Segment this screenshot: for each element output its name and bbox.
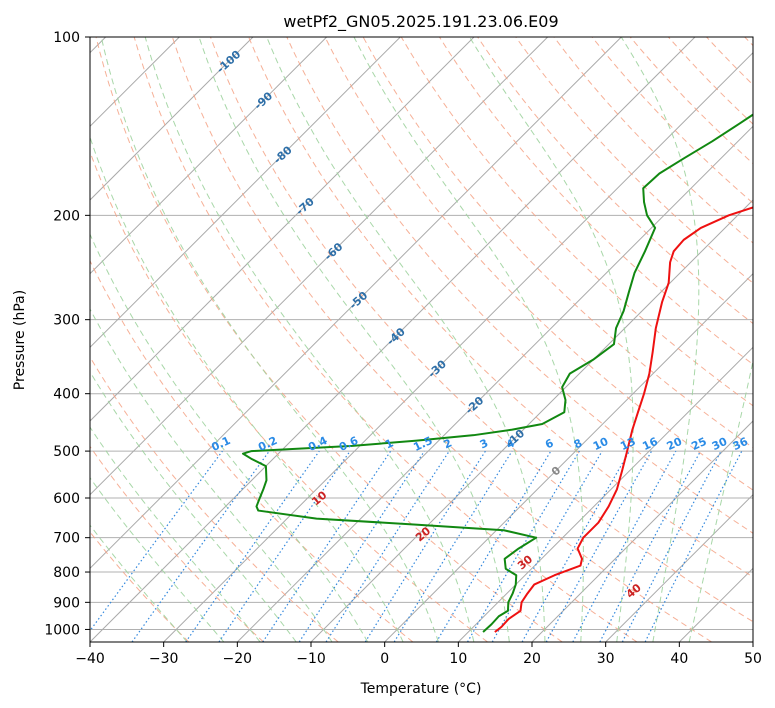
mixing-ratio-line bbox=[644, 450, 743, 642]
dry-adiabat-line bbox=[515, 37, 753, 284]
dry-adiabat-line bbox=[90, 259, 414, 642]
y-tick-label: 500 bbox=[53, 444, 80, 460]
isotherm-line bbox=[90, 37, 254, 201]
y-tick-label: 900 bbox=[53, 595, 80, 611]
isotherm-line bbox=[236, 125, 753, 642]
dry-adiabat-line bbox=[90, 445, 264, 642]
dry-adiabat-line bbox=[248, 37, 753, 578]
x-tick-label: 10 bbox=[449, 651, 467, 667]
dewpoint-profile-line bbox=[241, 113, 753, 633]
isotherm-line bbox=[90, 37, 549, 496]
y-tick-label: 600 bbox=[53, 491, 80, 507]
mixing-ratio-line bbox=[325, 450, 450, 642]
mixing-ratio-line bbox=[131, 450, 270, 642]
moist-adiabat-line bbox=[353, 37, 584, 642]
dry-adiabat-line bbox=[477, 37, 753, 325]
y-tick-label: 400 bbox=[53, 387, 80, 403]
mixing-ratio-label: 20 bbox=[665, 435, 685, 453]
x-tick-label: −20 bbox=[223, 651, 253, 667]
moist-adiabat-line bbox=[100, 37, 439, 642]
mixing-ratio-line bbox=[298, 450, 425, 642]
x-tick-label: −10 bbox=[296, 651, 326, 667]
mixing-ratio-lines bbox=[90, 450, 743, 642]
mixing-ratio-line bbox=[521, 450, 631, 642]
mixing-ratio-line bbox=[572, 450, 677, 642]
dry-adiabat-line bbox=[629, 37, 753, 165]
moist-adiabat-line bbox=[90, 135, 404, 642]
mixing-ratio-line bbox=[262, 450, 392, 642]
moist-adiabat-line bbox=[688, 358, 753, 642]
y-tick-label: 1000 bbox=[44, 622, 80, 638]
plot-frame bbox=[89, 36, 754, 643]
y-tick-label: 300 bbox=[53, 313, 80, 329]
x-axis-title: Temperature (°C) bbox=[360, 681, 482, 697]
isotherm-line bbox=[90, 37, 475, 422]
mixing-ratio-label: 13 bbox=[618, 435, 637, 453]
moist-adiabat-lines bbox=[90, 37, 753, 642]
moist-adiabat-line bbox=[198, 37, 510, 642]
moist-adiabat-line bbox=[90, 370, 297, 642]
mixing-ratio-label: 16 bbox=[640, 435, 660, 453]
mixing-ratio-label: 30 bbox=[710, 435, 730, 453]
y-tick-label: 200 bbox=[53, 208, 80, 224]
mixing-ratio-line bbox=[545, 450, 653, 642]
dry-adiabat-line bbox=[591, 37, 753, 204]
y-tick-label: 100 bbox=[53, 30, 80, 46]
isotherm-line bbox=[384, 272, 753, 642]
y-axis-ticks: 100 200 300 400 500 600 700 800 900 1000 bbox=[44, 30, 90, 638]
dry-adiabat-line bbox=[400, 37, 753, 407]
mixing-ratio-line bbox=[218, 450, 351, 642]
y-tick-label: 700 bbox=[53, 531, 80, 547]
isotherm-line bbox=[163, 51, 753, 642]
x-tick-label: 40 bbox=[670, 651, 688, 667]
profile-lines bbox=[241, 113, 753, 633]
x-tick-label: −30 bbox=[149, 651, 179, 667]
isotherm-lines bbox=[90, 37, 753, 642]
mixing-ratio-line bbox=[185, 450, 320, 642]
chart-title: wetPf2_GN05.2025.191.23.06.E09 bbox=[283, 12, 558, 32]
mixing-ratio-label: 10 bbox=[591, 435, 611, 453]
dry-adiabat-line bbox=[210, 37, 753, 623]
dry-adiabat-line bbox=[95, 37, 563, 642]
mixing-ratio-line bbox=[393, 450, 513, 642]
moist-adiabat-line bbox=[90, 524, 188, 642]
moist-adiabat-line bbox=[90, 308, 333, 642]
moist-adiabat-line bbox=[266, 37, 546, 642]
x-tick-label: 0 bbox=[380, 651, 389, 667]
temperature-profile-line bbox=[494, 206, 753, 633]
isotherm-line bbox=[90, 37, 328, 275]
isotherm-line bbox=[90, 37, 696, 642]
mixing-ratio-label: 36 bbox=[731, 435, 751, 453]
dry-adiabat-line bbox=[133, 37, 638, 642]
isotherm-line bbox=[457, 346, 753, 642]
x-tick-label: 30 bbox=[597, 651, 615, 667]
x-axis-ticks: −40 −30 −20 −10 0 10 20 30 40 50 bbox=[75, 642, 762, 667]
moist-adiabat-line bbox=[144, 37, 475, 642]
dry-adiabat-line bbox=[324, 37, 753, 491]
moist-adiabat-line bbox=[90, 476, 225, 642]
x-tick-label: 20 bbox=[523, 651, 541, 667]
y-axis-title: Pressure (hPa) bbox=[12, 290, 28, 390]
x-tick-label: −40 bbox=[75, 651, 105, 667]
mixing-ratio-label: 25 bbox=[689, 435, 708, 453]
isotherm-line bbox=[531, 420, 753, 642]
isotherm-line bbox=[90, 37, 622, 570]
moist-adiabat-line bbox=[620, 37, 700, 642]
dry-adiabat-line bbox=[171, 37, 712, 642]
isotherm-line bbox=[90, 37, 401, 349]
isobar-grid bbox=[90, 37, 753, 630]
y-tick-label: 800 bbox=[53, 565, 80, 581]
mixing-ratio-line bbox=[90, 450, 223, 632]
x-tick-label: 50 bbox=[744, 651, 762, 667]
isotherm-line bbox=[605, 493, 753, 642]
moist-adiabat-line bbox=[90, 233, 369, 642]
moist-adiabat-line bbox=[90, 426, 261, 642]
